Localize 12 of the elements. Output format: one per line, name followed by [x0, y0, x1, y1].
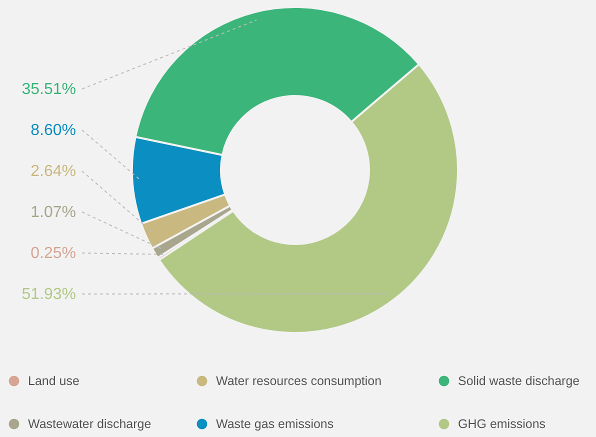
legend-label: GHG emissions [458, 417, 546, 431]
data-label: 35.51% [22, 81, 76, 98]
data-label: 1.07% [30, 204, 76, 221]
data-label: 51.93% [22, 286, 76, 303]
data-label: 2.64% [30, 163, 76, 180]
data-label: 8.60% [30, 122, 76, 139]
legend-label: Land use [28, 374, 80, 388]
legend-label: Water resources consumption [216, 374, 382, 388]
legend-label: Wastewater discharge [28, 417, 152, 431]
legend-label: Solid waste discharge [458, 374, 580, 388]
data-label: 0.25% [30, 245, 76, 262]
legend-label: Waste gas emissions [216, 417, 334, 431]
